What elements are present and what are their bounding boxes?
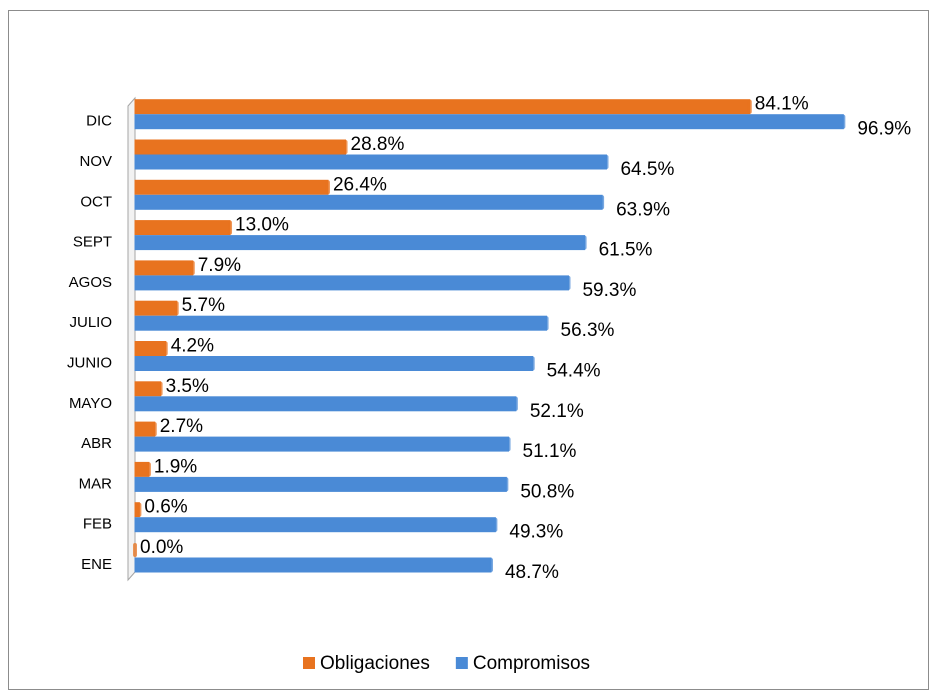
y-tick-label: OCT — [80, 193, 112, 210]
bar-cap — [506, 437, 511, 452]
bar-cap — [488, 558, 493, 572]
bar-cap — [343, 140, 348, 154]
axis-wall — [127, 96, 136, 582]
data-label: 51.1% — [523, 441, 577, 462]
bar-cap — [133, 543, 137, 557]
bar-cap — [228, 220, 233, 235]
y-tick-label: ENE — [81, 556, 112, 573]
data-label: 84.1% — [755, 94, 809, 115]
data-label: 5.7% — [182, 295, 225, 316]
bar — [134, 235, 586, 251]
data-label: 54.4% — [547, 361, 601, 382]
bar-cap — [582, 235, 587, 250]
bar-cap — [146, 462, 151, 477]
bar — [134, 341, 167, 356]
bar — [134, 139, 347, 155]
y-tick-label: FEB — [83, 516, 112, 533]
bar — [134, 179, 329, 195]
y-tick-label: DIC — [86, 113, 112, 130]
data-label: 1.9% — [154, 456, 197, 477]
data-label: 3.5% — [166, 376, 209, 397]
bar-cap — [504, 477, 509, 492]
data-label: 96.9% — [857, 119, 911, 140]
bar — [134, 300, 178, 316]
bar — [134, 381, 162, 397]
bar — [134, 114, 844, 130]
bar-cap — [163, 341, 168, 356]
bar — [134, 194, 603, 210]
bar-cap — [174, 301, 179, 316]
bar — [134, 557, 492, 573]
bar-cap — [137, 502, 142, 517]
data-label: 50.8% — [520, 481, 574, 502]
y-tick-label: MAYO — [69, 395, 112, 412]
data-label: 52.1% — [530, 401, 584, 422]
bar — [134, 356, 534, 371]
bar — [134, 99, 751, 115]
bar — [134, 461, 150, 477]
y-tick-label: ABR — [81, 435, 112, 452]
legend-label: Obligaciones — [320, 653, 430, 674]
y-tick-label: SEPT — [73, 234, 112, 251]
bar-cap — [530, 356, 535, 371]
bar — [134, 421, 156, 437]
bar-cap — [841, 114, 846, 129]
bar-cap — [604, 155, 609, 169]
y-tick-label: JUNIO — [67, 354, 112, 371]
y-tick-label: NOV — [79, 153, 112, 170]
bar-cap — [566, 275, 571, 290]
data-label: 26.4% — [333, 174, 387, 195]
bar-cap — [152, 422, 157, 437]
y-tick-label: MAR — [79, 475, 113, 492]
data-label: 61.5% — [599, 240, 653, 261]
bar — [134, 476, 507, 492]
bar-cap — [600, 195, 605, 210]
bar — [134, 517, 496, 533]
legend-label: Compromisos — [473, 653, 590, 674]
bar-cap — [513, 396, 518, 411]
data-label: 64.5% — [620, 159, 674, 180]
bar-cap — [325, 180, 330, 195]
data-label: 7.9% — [198, 255, 241, 276]
bar-cap — [747, 99, 752, 114]
data-label: 0.0% — [140, 537, 183, 558]
data-label: 56.3% — [561, 320, 615, 341]
data-label: 13.0% — [235, 215, 289, 236]
bar — [134, 220, 231, 236]
bar — [134, 154, 607, 170]
y-tick-label: JULIO — [69, 314, 112, 331]
bar-cap — [493, 517, 498, 532]
bar-cap — [158, 381, 163, 396]
data-label: 48.7% — [505, 562, 559, 583]
bar-cap — [190, 260, 195, 275]
legend-swatch — [303, 657, 315, 669]
bar — [134, 436, 510, 452]
data-label: 4.2% — [171, 336, 214, 357]
bar-cap — [544, 316, 549, 331]
data-label: 59.3% — [582, 280, 636, 301]
bar — [134, 260, 194, 276]
bar — [134, 315, 548, 331]
bar — [134, 275, 569, 291]
y-tick-label: AGOS — [69, 274, 112, 291]
data-label: 63.9% — [616, 199, 670, 220]
legend-swatch — [455, 657, 468, 669]
bar — [134, 396, 517, 412]
data-label: 28.8% — [351, 134, 405, 155]
data-label: 2.7% — [160, 416, 203, 437]
data-label: 0.6% — [144, 497, 187, 518]
data-label: 49.3% — [509, 522, 563, 543]
